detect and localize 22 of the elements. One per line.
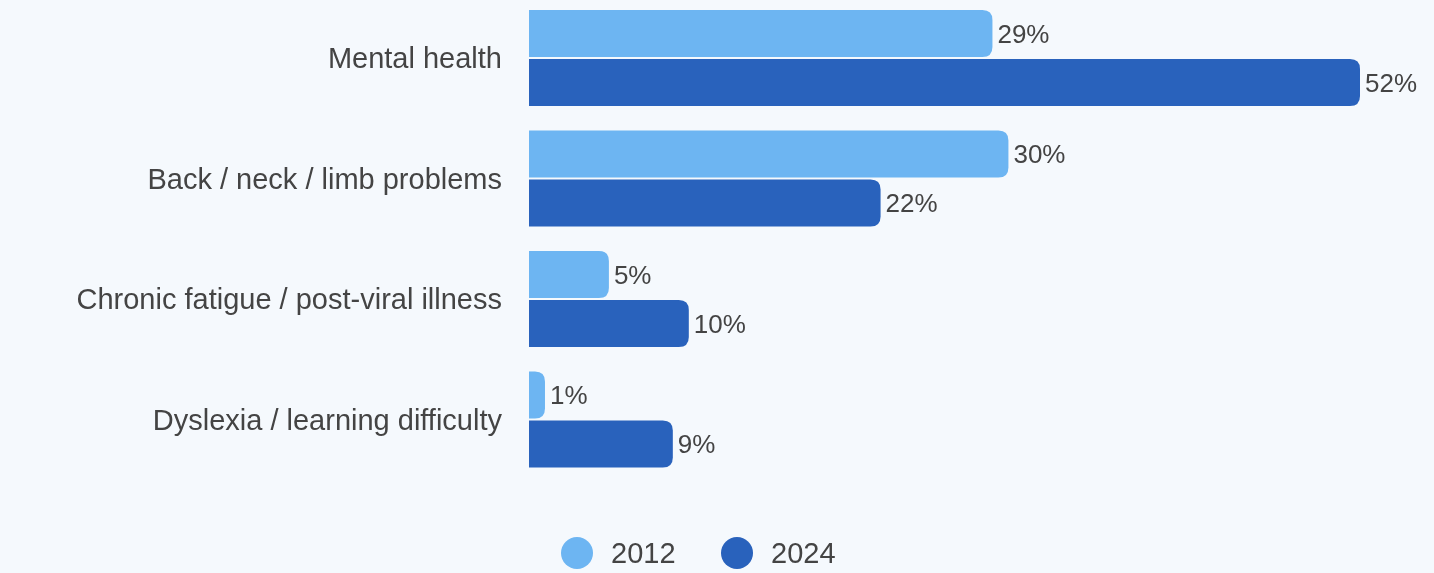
bar [529,59,1360,106]
bar [529,371,545,419]
bar [529,251,609,298]
data-label: 29% [997,18,1050,49]
legend-label: 2024 [771,537,836,570]
data-label: 30% [1013,139,1066,170]
y-tick-label: Back / neck / limb problems [147,162,502,195]
y-tick-label: Chronic fatigue / post-viral illness [76,283,502,316]
data-label: 52% [1365,67,1418,98]
data-label: 9% [677,429,716,460]
data-label: 22% [885,188,938,219]
bar [529,179,881,227]
y-tick-label: Mental health [327,42,502,75]
legend-label: 2012 [611,537,676,570]
bar [529,130,1009,178]
data-label: 5% [613,259,652,290]
bar [529,300,689,347]
y-tick-label: Dyslexia / learning difficulty [152,403,503,436]
bar [529,420,673,468]
bar [529,10,993,57]
data-label: 10% [693,308,746,339]
data-label: 1% [549,380,588,411]
